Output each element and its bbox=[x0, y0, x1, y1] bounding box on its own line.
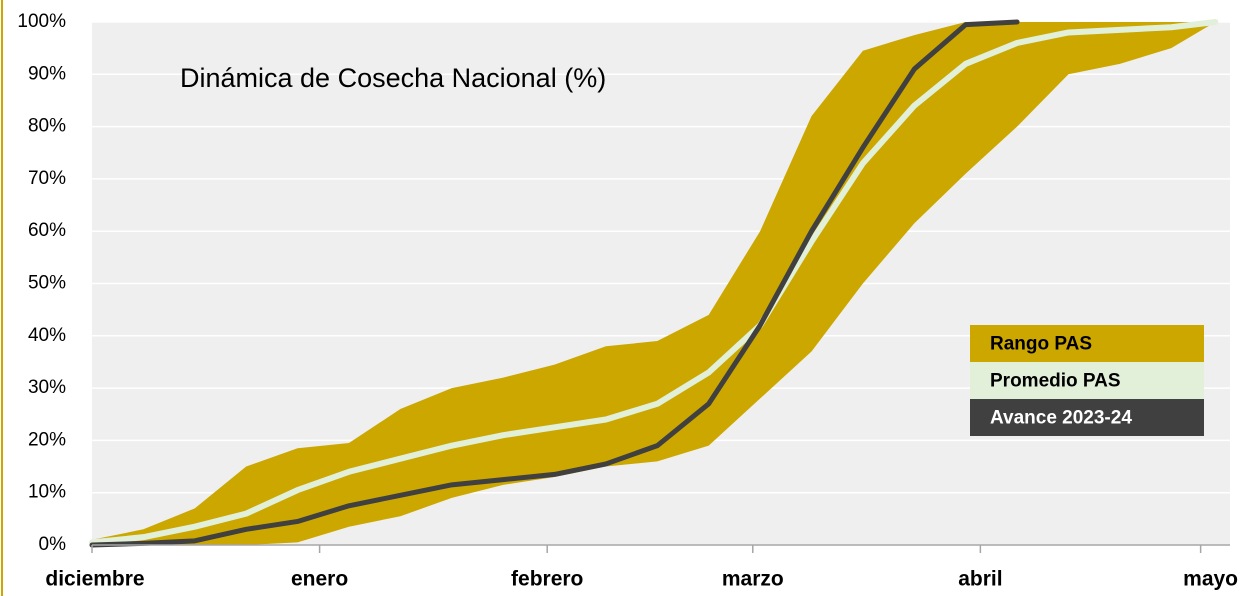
x-tick-label: mayo bbox=[1183, 568, 1238, 591]
series-line bbox=[89, 19, 1219, 546]
y-tick-label: 60% bbox=[28, 220, 66, 241]
y-tick-label: 10% bbox=[28, 482, 66, 503]
legend-label: Rango PAS bbox=[990, 334, 1092, 355]
y-tick-label: 20% bbox=[28, 429, 66, 450]
y-tick-label: 30% bbox=[28, 377, 66, 398]
y-tick-label: 50% bbox=[28, 273, 66, 294]
x-tick-label: abril bbox=[958, 568, 1002, 591]
y-tick-label: 80% bbox=[28, 116, 66, 137]
legend-swatch bbox=[970, 325, 1204, 362]
legend-swatch bbox=[970, 362, 1204, 399]
y-tick-label: 40% bbox=[28, 325, 66, 346]
x-tick-label: enero bbox=[291, 568, 348, 591]
x-tick-label: febrero bbox=[511, 568, 583, 591]
x-tick-label: diciembre bbox=[45, 568, 144, 591]
y-tick-label: 70% bbox=[28, 168, 66, 189]
legend-label: Avance 2023-24 bbox=[990, 408, 1132, 429]
y-tick-label: 0% bbox=[39, 534, 67, 555]
range-area bbox=[92, 22, 1216, 545]
x-tick-label: marzo bbox=[722, 568, 784, 591]
series-line bbox=[89, 19, 1020, 548]
y-tick-label: 100% bbox=[17, 11, 66, 32]
y-tick-label: 90% bbox=[28, 63, 66, 84]
chart-title: Dinámica de Cosecha Nacional (%) bbox=[180, 63, 606, 93]
legend-label: Promedio PAS bbox=[990, 371, 1121, 392]
legend-swatch bbox=[970, 399, 1204, 436]
